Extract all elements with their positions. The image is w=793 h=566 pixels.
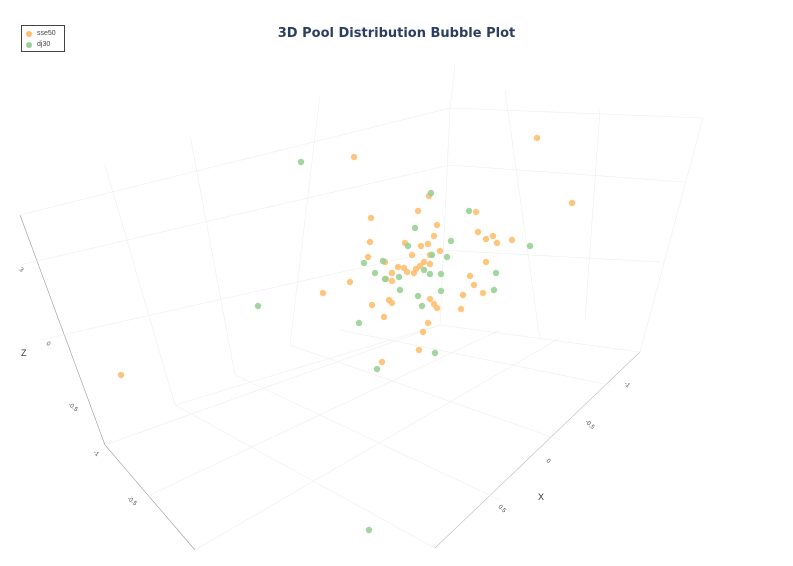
data-points	[117, 134, 576, 534]
point-sse50-5[interactable]	[414, 207, 422, 215]
point-sse50-52[interactable]	[412, 265, 420, 273]
z-tick-label: -0.5	[67, 402, 79, 414]
scene-grid	[19, 64, 704, 551]
point-dj30-13[interactable]	[420, 266, 428, 274]
point-sse50-21[interactable]	[364, 253, 372, 261]
point-dj30-27[interactable]	[365, 526, 373, 534]
chart-title: 3D Pool Distribution Bubble Plot	[277, 26, 516, 41]
point-dj30-19[interactable]	[418, 302, 426, 310]
y-tick-label: -0.5	[126, 496, 138, 508]
legend-swatch-sse50	[26, 30, 32, 37]
point-dj30-26[interactable]	[373, 365, 381, 373]
point-sse50-41[interactable]	[388, 299, 396, 307]
z-tick-label: 3	[18, 267, 25, 274]
point-sse50-33[interactable]	[346, 278, 354, 286]
point-dj30-8[interactable]	[526, 242, 534, 250]
point-sse50-26[interactable]	[420, 258, 428, 266]
point-dj30-10[interactable]	[379, 257, 387, 265]
point-dj30-15[interactable]	[437, 270, 445, 278]
point-dj30-23[interactable]	[355, 319, 363, 327]
point-dj30-2[interactable]	[465, 207, 473, 215]
x-tick-label: 0.5	[497, 504, 508, 515]
point-dj30-0[interactable]	[297, 158, 305, 166]
point-dj30-18[interactable]	[414, 292, 422, 300]
point-sse50-23[interactable]	[394, 263, 402, 271]
point-sse50-45[interactable]	[457, 305, 465, 313]
x-tick-label: -1	[623, 381, 631, 389]
point-sse50-3[interactable]	[117, 371, 125, 379]
x-tick-label: -0.5	[584, 419, 596, 431]
axis-ticks: -1 -0.5 0 0.5 -0.5 -1 3 0 -0.5	[18, 267, 631, 515]
point-sse50-0[interactable]	[533, 134, 541, 142]
point-dj30-16[interactable]	[492, 269, 500, 277]
point-sse50-19[interactable]	[408, 251, 416, 259]
x-tick-label: 0	[545, 458, 552, 465]
point-sse50-51[interactable]	[378, 358, 386, 366]
point-sse50-53[interactable]	[436, 247, 444, 255]
point-sse50-6[interactable]	[472, 208, 480, 216]
point-dj30-6[interactable]	[428, 251, 436, 259]
point-sse50-31[interactable]	[403, 268, 411, 276]
point-dj30-21[interactable]	[490, 286, 498, 294]
point-sse50-18[interactable]	[424, 240, 432, 248]
y-tick-label: -1	[92, 450, 100, 458]
point-sse50-38[interactable]	[479, 289, 487, 297]
point-sse50-39[interactable]	[459, 291, 467, 299]
point-sse50-37[interactable]	[470, 281, 478, 289]
point-sse50-15[interactable]	[417, 242, 425, 250]
point-sse50-35[interactable]	[482, 258, 490, 266]
point-sse50-8[interactable]	[433, 221, 441, 229]
legend-swatch-dj30	[26, 41, 32, 48]
point-dj30-14[interactable]	[426, 270, 434, 278]
point-dj30-22[interactable]	[254, 302, 262, 310]
point-sse50-44[interactable]	[433, 304, 441, 312]
point-sse50-28[interactable]	[388, 269, 396, 277]
point-sse50-49[interactable]	[419, 328, 427, 336]
point-sse50-10[interactable]	[482, 235, 490, 243]
legend-label: sse50	[37, 30, 56, 37]
point-sse50-7[interactable]	[367, 214, 375, 222]
point-dj30-20[interactable]	[437, 287, 445, 295]
point-dj30-24[interactable]	[395, 273, 403, 281]
point-dj30-12[interactable]	[381, 275, 389, 283]
point-dj30-11[interactable]	[371, 269, 379, 277]
point-sse50-2[interactable]	[350, 153, 358, 161]
point-dj30-17[interactable]	[396, 286, 404, 294]
point-sse50-27[interactable]	[426, 260, 434, 268]
point-sse50-11[interactable]	[489, 232, 497, 240]
legend-item-dj30[interactable]: dj30	[26, 39, 60, 50]
legend: sse50 dj30	[21, 25, 65, 52]
point-sse50-42[interactable]	[426, 295, 434, 303]
point-sse50-1[interactable]	[568, 199, 576, 207]
point-sse50-12[interactable]	[493, 239, 501, 247]
point-dj30-4[interactable]	[447, 237, 455, 245]
point-dj30-9[interactable]	[360, 259, 368, 267]
point-sse50-48[interactable]	[424, 319, 432, 327]
point-dj30-1[interactable]	[427, 189, 435, 197]
point-dj30-25[interactable]	[431, 349, 439, 357]
point-sse50-47[interactable]	[380, 313, 388, 321]
point-sse50-36[interactable]	[466, 272, 474, 280]
z-tick-label: 0	[45, 341, 52, 348]
point-sse50-13[interactable]	[508, 236, 516, 244]
point-sse50-17[interactable]	[430, 232, 438, 240]
point-sse50-50[interactable]	[415, 346, 423, 354]
legend-label: dj30	[37, 41, 51, 48]
point-dj30-7[interactable]	[443, 253, 451, 261]
z-axis-title: Z	[21, 348, 27, 358]
point-sse50-30[interactable]	[388, 277, 396, 285]
legend-item-sse50[interactable]: sse50	[26, 28, 60, 39]
x-axis-title: X	[538, 492, 544, 502]
point-sse50-46[interactable]	[368, 301, 376, 309]
point-sse50-16[interactable]	[366, 238, 374, 246]
point-dj30-5[interactable]	[404, 242, 412, 250]
point-sse50-9[interactable]	[474, 228, 482, 236]
point-sse50-34[interactable]	[319, 289, 327, 297]
point-dj30-3[interactable]	[411, 224, 419, 232]
